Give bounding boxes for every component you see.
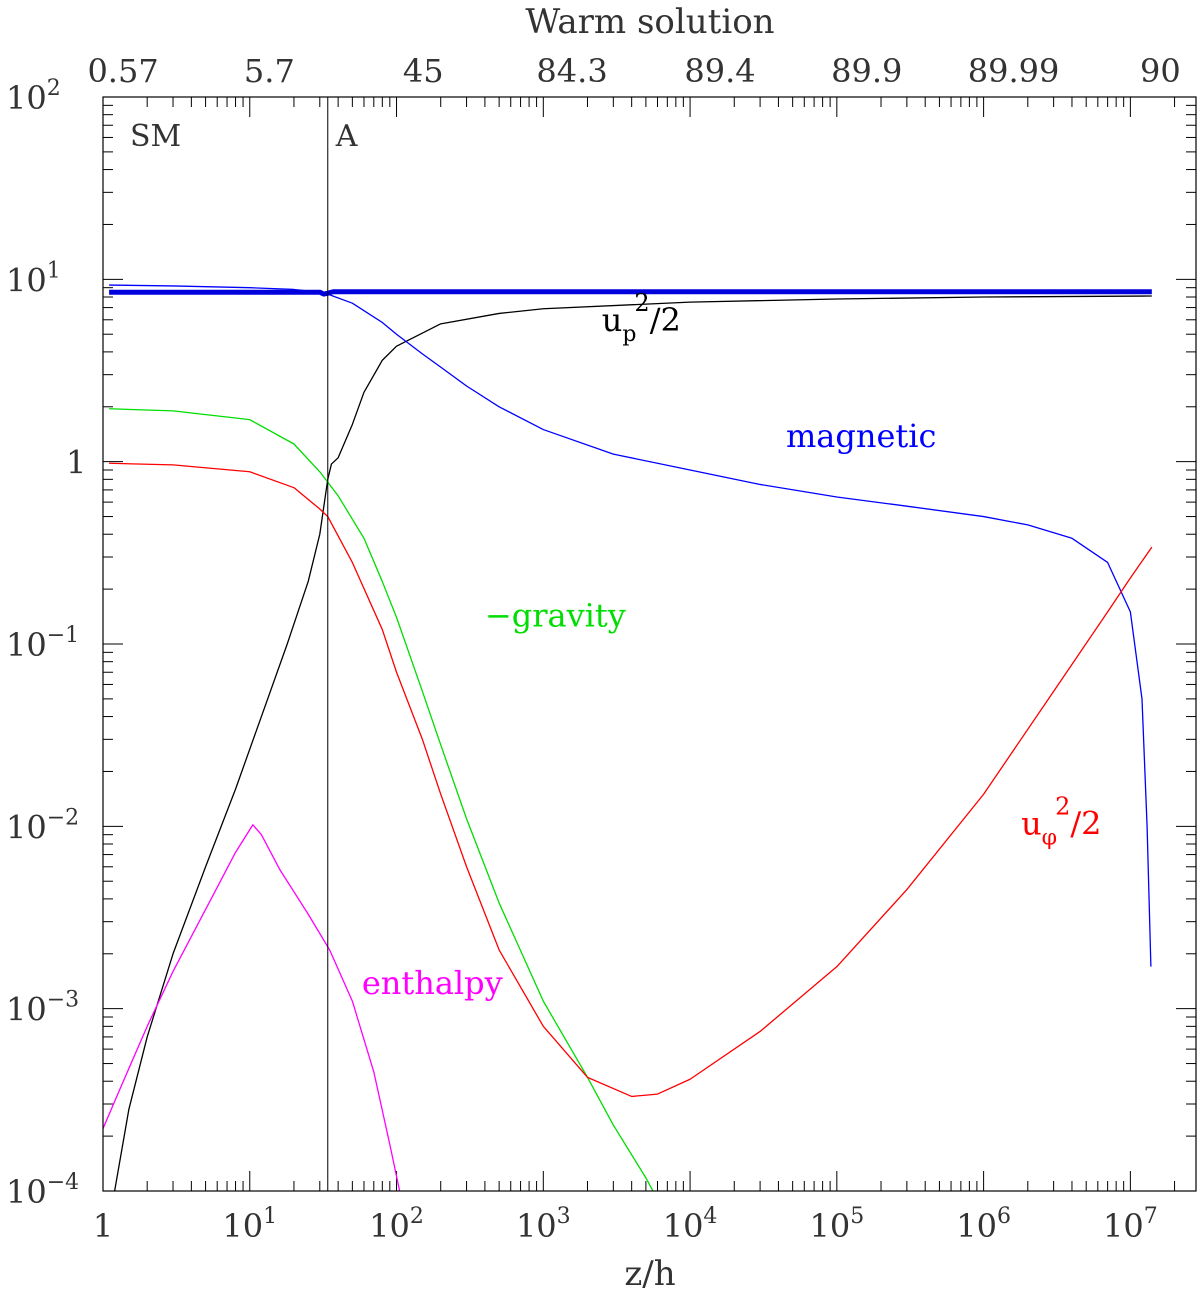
y-axis: 10−4 10−3 10−2 10−1 1 101 102 (6, 76, 86, 1211)
top-axis-label: 89.9 (831, 52, 902, 90)
series-group (103, 284, 1153, 1191)
top-axis-label: 89.4 (684, 52, 755, 90)
series-label-gravity: −gravity (485, 596, 626, 634)
series-line-u-p-2-2 (113, 295, 1152, 1191)
x-tick-label: 102 (369, 1204, 424, 1245)
series-label-magnetic: magnetic (786, 417, 936, 455)
y-tick-label: 101 (6, 258, 61, 299)
top-axis-label: 89.99 (968, 52, 1060, 90)
x-tick-label: 104 (663, 1204, 718, 1245)
plot-frame (102, 96, 1197, 1192)
top-axis-label: 90 (1140, 52, 1181, 90)
top-axis-label: 45 (403, 52, 444, 90)
series-line-gravity (109, 408, 654, 1191)
series-label-enthalpy: enthalpy (362, 964, 503, 1002)
x-tick-label: 1 (93, 1207, 113, 1245)
series-label-u-p-2-2: up2/2 (602, 289, 681, 347)
top-axis-label: 84.3 (536, 52, 607, 90)
y-tick-label: 1 (66, 444, 86, 482)
x-tick-label: 105 (809, 1204, 864, 1245)
series-line-u-2-2 (109, 462, 1153, 1098)
x-tick-label: 103 (516, 1204, 571, 1245)
y-tick-label: 102 (6, 76, 61, 117)
y-tick-label: 10−1 (6, 623, 79, 664)
series-label-u-2-2: uφ2/2 (1021, 793, 1101, 851)
series-line-total (109, 289, 1152, 297)
y-tick-label: 10−2 (6, 805, 79, 846)
x-axis: 1 101 102 103 104 105 106 107 (93, 1204, 1158, 1245)
top-axis: 0.57 5.7 45 84.3 89.4 89.9 89.99 90 (87, 52, 1180, 90)
y-tick-label: 10−4 (6, 1170, 79, 1211)
series-line-enthalpy (103, 824, 401, 1191)
annotations: A SM up2/2 magnetic −gravity uφ2/2 enthalpy (130, 97, 1102, 1191)
chart-title: Warm solution (525, 2, 774, 42)
top-axis-label: 0.57 (87, 52, 158, 90)
x-axis-label: z/h (624, 1254, 675, 1293)
axis-ticks (102, 96, 1196, 1192)
x-tick-label: 107 (1103, 1204, 1158, 1245)
top-axis-label: 5.7 (244, 52, 295, 90)
alfven-label: A (335, 119, 358, 154)
x-tick-label: 106 (956, 1204, 1011, 1245)
sm-label: SM (130, 119, 181, 154)
x-tick-label: 101 (222, 1204, 277, 1245)
series-line-magnetic (109, 284, 1152, 967)
y-tick-label: 10−3 (6, 988, 79, 1029)
